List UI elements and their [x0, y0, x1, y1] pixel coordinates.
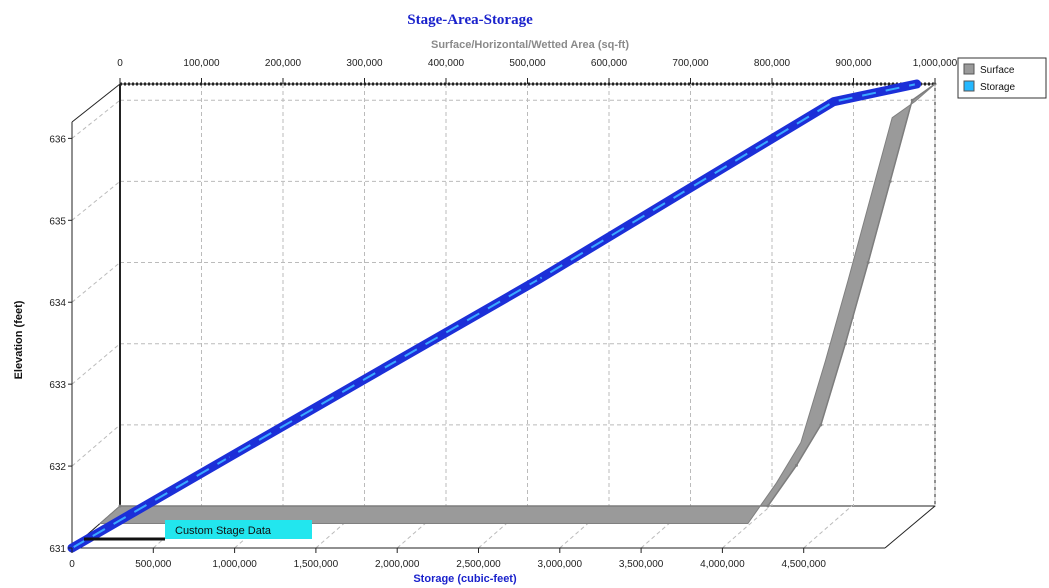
- bottom-axis-tick-label: 3,500,000: [619, 559, 664, 570]
- annotation-box: [165, 520, 312, 539]
- top-axis-tick-label: 800,000: [754, 58, 791, 69]
- series-surface-point: [794, 463, 798, 467]
- series-surface-point: [866, 261, 870, 265]
- grid-line-diagonal: [71, 180, 121, 221]
- series-storage-point: [225, 456, 230, 461]
- series-surface-point: [766, 504, 770, 508]
- series-surface-point: [819, 423, 823, 427]
- series-surface-point: [888, 179, 892, 183]
- legend-label-surface: Surface: [980, 65, 1015, 76]
- legend: Surface Storage: [957, 57, 1047, 99]
- chart-title: Stage-Area-Storage: [407, 12, 533, 28]
- grid-line-floor: [478, 505, 527, 549]
- bottom-axis-tick-label: 1,000,000: [212, 559, 257, 570]
- series-storage-point: [381, 366, 386, 371]
- top-axis-tick-label: 400,000: [428, 58, 465, 69]
- y-axis-tick-label: 633: [49, 380, 66, 391]
- grid-line-floor: [396, 505, 446, 549]
- y-axis-tick-label: 632: [49, 462, 66, 473]
- series-storage-point: [831, 99, 836, 104]
- legend-swatch-surface: [963, 63, 975, 75]
- annotation-custom-stage-data: Custom Stage Data: [84, 520, 312, 541]
- legend-swatch-storage: [963, 80, 975, 92]
- grid-line-diagonal: [71, 343, 121, 385]
- series-storage-point: [914, 82, 919, 86]
- top-axis-tick-label: 0: [117, 58, 123, 69]
- bottom-axis-tick-label: 2,000,000: [375, 559, 420, 570]
- y-axis-tick-label: 634: [49, 298, 66, 309]
- grid-line-diagonal: [71, 99, 121, 139]
- y-axis-tick-label: 636: [49, 134, 66, 145]
- plot-area: 0 100,000 200,000 300,000 400,000 500,000 600,…: [49, 58, 957, 570]
- series-surface-point: [910, 98, 914, 102]
- bottom-axis-tick-label: 4,500,000: [781, 559, 826, 570]
- top-axis-tick-label: 600,000: [591, 58, 628, 69]
- grid-line-floor: [640, 505, 690, 549]
- top-axis-tick-label: 300,000: [346, 58, 383, 69]
- floor-edge-right: [884, 505, 936, 549]
- series-surface-point: [118, 504, 122, 508]
- y-axis-tick-label: 631: [49, 544, 66, 555]
- grid-line-diagonal: [71, 262, 121, 303]
- bottom-axis-title: Storage (cubic-feet): [413, 573, 517, 585]
- bottom-axis-tick-label: 500,000: [135, 559, 172, 570]
- top-axis-tick-label: 500,000: [509, 58, 546, 69]
- top-axis-tick-label: 1,000,000: [913, 58, 958, 69]
- top-axis-title: Surface/Horizontal/Wetted Area (sq-ft): [431, 39, 629, 51]
- grid-line-floor: [315, 505, 365, 549]
- top-axis-tick-label: 700,000: [672, 58, 709, 69]
- bottom-axis-tick-label: 1,500,000: [294, 559, 339, 570]
- grid-line-floor: [803, 505, 853, 549]
- top-axis-tick-label: 900,000: [835, 58, 872, 69]
- bottom-axis-tick-label: 2,500,000: [456, 559, 501, 570]
- top-axis-tick-label: 200,000: [265, 58, 302, 69]
- y-axis-top-edge: [71, 83, 121, 123]
- y-axis-title: Elevation (feet): [13, 300, 25, 379]
- bottom-axis-tick-label: 3,000,000: [538, 559, 583, 570]
- series-surface-point: [843, 342, 847, 346]
- series-storage-point: [536, 277, 541, 282]
- bottom-axis-tick-label: 4,000,000: [700, 559, 745, 570]
- bottom-axis-tick-label: 0: [69, 559, 75, 570]
- legend-label-storage: Storage: [980, 82, 1015, 93]
- series-storage-point: [684, 188, 689, 193]
- grid-line-floor: [722, 505, 771, 549]
- grid-line-floor: [559, 505, 609, 549]
- grid-line-diagonal: [71, 424, 121, 467]
- annotation-label: Custom Stage Data: [175, 525, 272, 537]
- y-axis-tick-label: 635: [49, 216, 66, 227]
- top-axis-tick-label: 100,000: [183, 58, 220, 69]
